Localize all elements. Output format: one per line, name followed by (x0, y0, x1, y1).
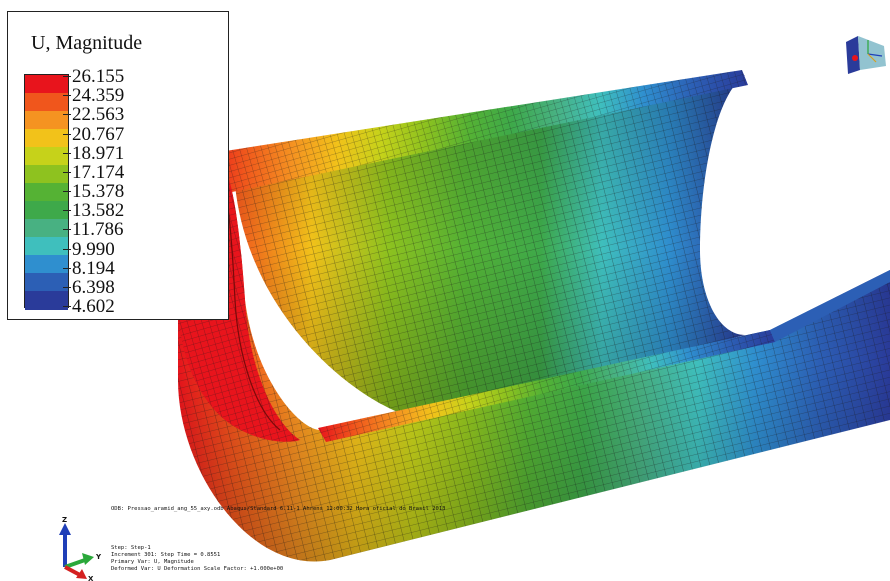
legend-swatch (25, 219, 68, 238)
legend-value-label: 24.359 (72, 85, 125, 107)
x-axis-label: X (88, 575, 94, 581)
legend-tick (63, 76, 71, 77)
legend-tick (63, 114, 71, 116)
legend-value-label: 17.174 (72, 161, 125, 183)
legend-swatch (25, 165, 68, 184)
legend-value-label: 4.602 (72, 296, 115, 317)
pipe-cut-edge (318, 270, 890, 442)
view-cube-axis-y (867, 53, 883, 57)
y-axis-label: Y (95, 553, 102, 561)
z-axis-arrowhead (59, 523, 71, 535)
legend-tick (63, 306, 71, 307)
increment-line: Increment 301: Step Time = 0.8551 (111, 552, 221, 558)
pipe-outer-wall (178, 158, 890, 562)
step-line: Step: Step-1 (111, 545, 151, 551)
legend-title: U, Magnitude (31, 32, 143, 54)
legend-value-label: 18.971 (72, 142, 125, 164)
legend-tick (63, 267, 71, 269)
legend-tick (63, 171, 71, 173)
legend-panel: U, Magnitude 26.155 24.359 22.563 20.767 18.… (7, 11, 229, 320)
pipe-top-edge (200, 70, 748, 192)
legend-value-label: 22.563 (72, 104, 125, 126)
z-axis-label: Z (62, 516, 67, 524)
legend-value-label: 26.155 (72, 66, 125, 87)
legend-value-label: 11.786 (72, 219, 124, 241)
view-cube-marker (852, 55, 858, 61)
legend-color-bar (24, 74, 69, 310)
legend-swatch (25, 201, 68, 220)
legend-tick (63, 133, 71, 135)
legend-tick (63, 286, 71, 288)
legend-value-label: 9.990 (72, 238, 115, 260)
legend-tick (63, 152, 71, 154)
legend-swatch (25, 255, 68, 274)
legend-value-label: 15.378 (72, 181, 125, 202)
step-info-block: Step: Step-1 Increment 301: Step Time = … (111, 545, 283, 573)
legend-tick (63, 191, 71, 192)
view-cube-face-side (858, 36, 886, 70)
legend-tick (63, 95, 71, 97)
view-cube-face-front (846, 36, 860, 74)
legend-value-label: 20.767 (72, 123, 125, 145)
legend-tick (63, 248, 71, 250)
x-axis-arrow (64, 565, 81, 577)
legend-value-label: 13.582 (72, 200, 125, 222)
y-axis-arrow (64, 558, 86, 569)
x-axis-arrowhead (76, 569, 87, 579)
legend-tick (63, 210, 71, 212)
odb-info-line: ODB: Pressao_aramid_ang_55_axy.odb Abaqu… (111, 506, 446, 512)
view-cube-axis-x (867, 53, 877, 63)
legend-swatch (25, 183, 68, 202)
legend-value-label: 6.398 (72, 276, 115, 298)
primary-var-line: Primary Var: U, Magnitude (111, 559, 194, 565)
deformed-var-line: Deformed Var: U Deformation Scale Factor… (111, 566, 284, 572)
legend-swatch (25, 129, 68, 148)
legend-swatch (25, 237, 68, 256)
legend-value-label: 8.194 (72, 257, 115, 279)
legend-swatch (25, 147, 68, 166)
legend-swatch (25, 273, 68, 292)
axis-triad-icon: Z Y X (59, 516, 102, 581)
legend-swatch (25, 75, 68, 94)
y-axis-arrowhead (82, 553, 94, 565)
legend-tick (63, 229, 71, 231)
legend-swatch (25, 291, 68, 310)
legend-swatch (25, 111, 68, 130)
legend-swatch (25, 93, 68, 112)
view-orientation-icon[interactable] (838, 30, 890, 78)
